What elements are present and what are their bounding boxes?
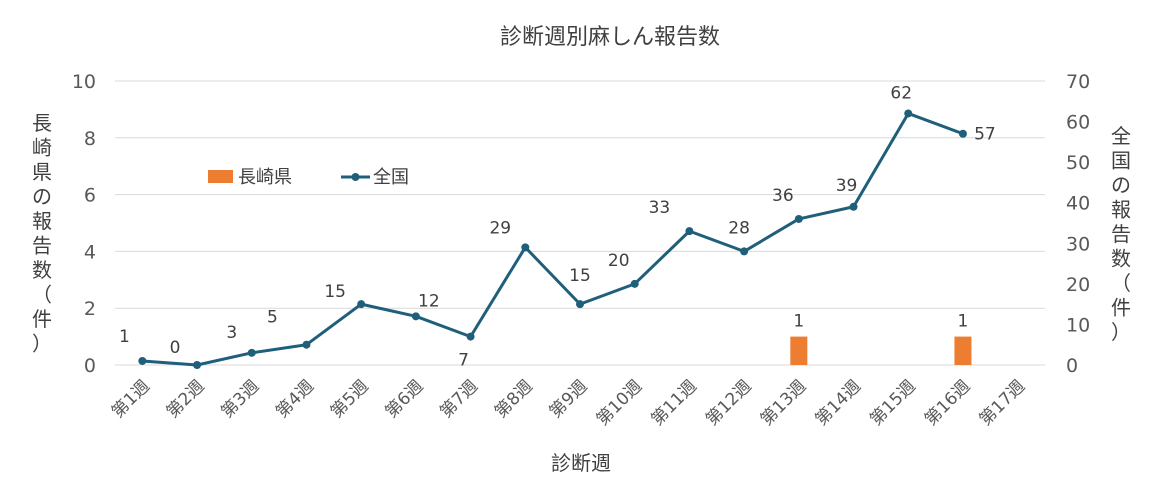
line-point — [630, 279, 639, 288]
right-tick-label: 60 — [1066, 112, 1090, 134]
line-point — [576, 300, 584, 309]
line-point — [138, 356, 147, 365]
line-data-label: 20 — [608, 251, 630, 271]
line-data-label: 7 — [458, 351, 469, 371]
right-tick-label: 30 — [1066, 233, 1090, 255]
gridlines — [115, 80, 1045, 366]
line-data-label: 12 — [418, 291, 440, 311]
x-tick-label: 第16週 — [921, 376, 974, 429]
line-data-label: 36 — [772, 186, 794, 206]
x-tick-label: 第9週 — [546, 376, 592, 422]
legend-swatch-bar — [208, 170, 233, 183]
right-tick-label: 70 — [1066, 71, 1090, 93]
left-axis-title-text: 長崎県の報告数（件） — [32, 111, 52, 356]
x-tick-label: 第7週 — [436, 376, 482, 422]
left-tick-label: 0 — [84, 355, 96, 377]
line-data-label: 28 — [728, 218, 750, 238]
left-tick-label: 10 — [72, 71, 96, 93]
x-tick-label: 第14週 — [812, 376, 865, 429]
chart-title: 診断週別麻しん報告数 — [500, 25, 720, 50]
line-point — [302, 340, 311, 349]
bar-series — [790, 336, 972, 365]
line-data-label: 3 — [226, 323, 237, 343]
x-tick-label: 第2週 — [163, 376, 209, 422]
data-labels: 1 1 1 0 3 5 15 12 7 29 15 20 33 28 36 39 62 57 — [119, 83, 996, 370]
right-tick-label: 40 — [1066, 193, 1090, 215]
bar-data-label: 1 — [793, 312, 804, 332]
x-tick-label: 第5週 — [327, 376, 373, 422]
bar-data-label: 1 — [958, 312, 969, 332]
right-tick-label: 0 — [1066, 355, 1078, 377]
line-data-label: 15 — [569, 266, 591, 286]
legend-swatch-marker — [351, 173, 360, 181]
x-tick-label: 第13週 — [757, 376, 810, 429]
x-tick-label: 第11週 — [647, 376, 700, 429]
legend-label-bar: 長崎県 — [238, 167, 292, 188]
line-point — [685, 227, 694, 236]
x-axis-ticks: 第1週 第2週 第3週 第4週 第5週 第6週 第7週 第8週 第9週 第10週 第11週 第12週第… — [108, 376, 1029, 429]
x-tick-label: 第4週 — [272, 376, 318, 422]
left-tick-label: 2 — [84, 298, 96, 320]
line-path — [142, 111, 964, 367]
line-point — [849, 202, 858, 211]
x-tick-label: 第6週 — [382, 376, 428, 422]
line-point — [411, 312, 420, 321]
line-series — [138, 109, 967, 369]
line-data-label: 1 — [119, 327, 130, 347]
line-point — [193, 361, 202, 369]
left-axis-title: 長崎県の報告数（件） — [32, 111, 52, 356]
bar — [790, 336, 808, 365]
right-tick-label: 20 — [1066, 274, 1090, 296]
line-point — [357, 300, 366, 309]
x-tick-label: 第3週 — [217, 376, 263, 422]
line-data-label: 62 — [890, 83, 912, 103]
line-data-label: 29 — [489, 218, 511, 238]
legend: 長崎県 全国 — [208, 167, 409, 188]
left-tick-label: 4 — [84, 241, 96, 263]
line-point — [958, 129, 967, 138]
line-point — [247, 348, 256, 357]
line-point — [794, 214, 803, 223]
right-axis-ticks: 0 10 20 30 40 50 60 70 — [1066, 71, 1090, 377]
line-data-label: 5 — [267, 308, 278, 328]
x-axis-title: 診断週 — [551, 451, 611, 475]
line-data-label: 0 — [170, 338, 181, 358]
x-tick-label: 第1週 — [108, 376, 154, 422]
left-tick-label: 6 — [84, 185, 96, 207]
left-tick-label: 8 — [84, 128, 96, 150]
right-tick-label: 10 — [1066, 314, 1090, 336]
line-point — [904, 109, 913, 118]
right-tick-label: 50 — [1066, 152, 1090, 174]
x-tick-label: 第15週 — [866, 376, 919, 429]
right-axis-title-text: 全国の報告数（件） — [1111, 124, 1131, 344]
bar — [954, 336, 972, 365]
x-tick-label: 第17週 — [976, 376, 1029, 429]
left-axis-ticks: 0 2 4 6 8 10 — [72, 71, 96, 377]
x-tick-label: 第10週 — [593, 376, 646, 429]
x-tick-label: 第12週 — [702, 376, 755, 429]
line-point — [740, 247, 749, 256]
line-point — [521, 243, 530, 252]
line-data-label: 39 — [836, 176, 858, 196]
line-point — [466, 332, 475, 341]
legend-label-line: 全国 — [373, 167, 409, 188]
line-data-label: 15 — [324, 282, 346, 302]
x-tick-label: 第8週 — [491, 376, 537, 422]
line-data-label: 33 — [649, 198, 671, 218]
line-data-label: 57 — [974, 125, 996, 145]
right-axis-title: 全国の報告数（件） — [1111, 124, 1131, 344]
